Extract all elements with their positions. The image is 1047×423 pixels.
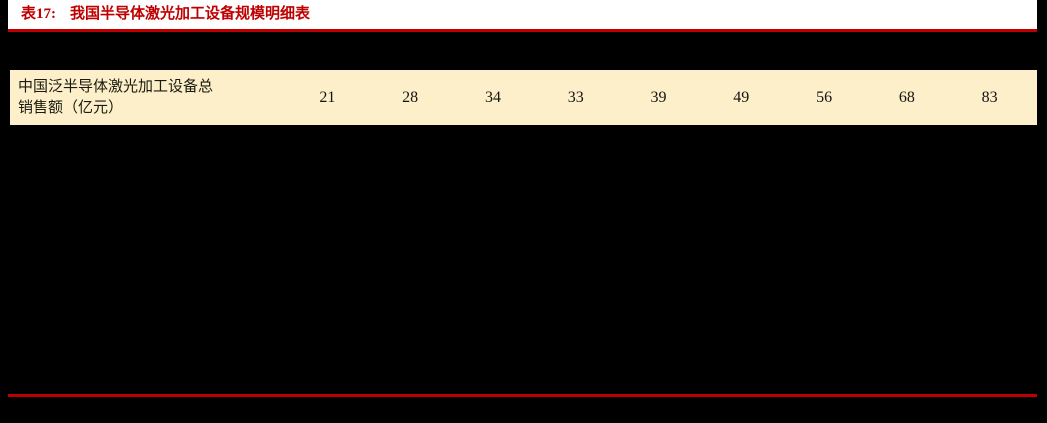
table-row: 中国泛半导体激光加工设备总 销售额（亿元） 21 28 34 33 39 49 … (10, 70, 1037, 125)
table-cell: 49 (733, 88, 750, 106)
table-row-label: 中国泛半导体激光加工设备总 销售额（亿元） (10, 77, 286, 119)
data-table: 中国泛半导体激光加工设备总 销售额（亿元） 21 28 34 33 39 49 … (10, 70, 1037, 125)
table-cell: 68 (898, 88, 915, 106)
table-cell: 28 (402, 88, 419, 106)
table-row-label-line2: 销售额（亿元） (18, 99, 124, 116)
table-cell: 34 (484, 88, 501, 106)
figure-title-band: 表17: 我国半导体激光加工设备规模明细表 (8, 0, 1037, 31)
table-row-cells: 21 28 34 33 39 49 56 68 83 (286, 70, 1037, 125)
title-divider-rule (8, 29, 1037, 32)
table-cell: 56 (816, 88, 833, 106)
table-cell: 33 (567, 88, 584, 106)
bottom-divider-rule (8, 394, 1037, 397)
figure-title-text: 我国半导体激光加工设备规模明细表 (70, 6, 311, 22)
table-row-label-line1: 中国泛半导体激光加工设备总 (18, 78, 214, 95)
table-cell: 39 (650, 88, 667, 106)
figure-title: 表17: 我国半导体激光加工设备规模明细表 (21, 3, 310, 25)
table-cell: 21 (319, 88, 336, 106)
figure-number-label: 表17: (21, 6, 56, 22)
table-cell: 83 (981, 88, 998, 106)
